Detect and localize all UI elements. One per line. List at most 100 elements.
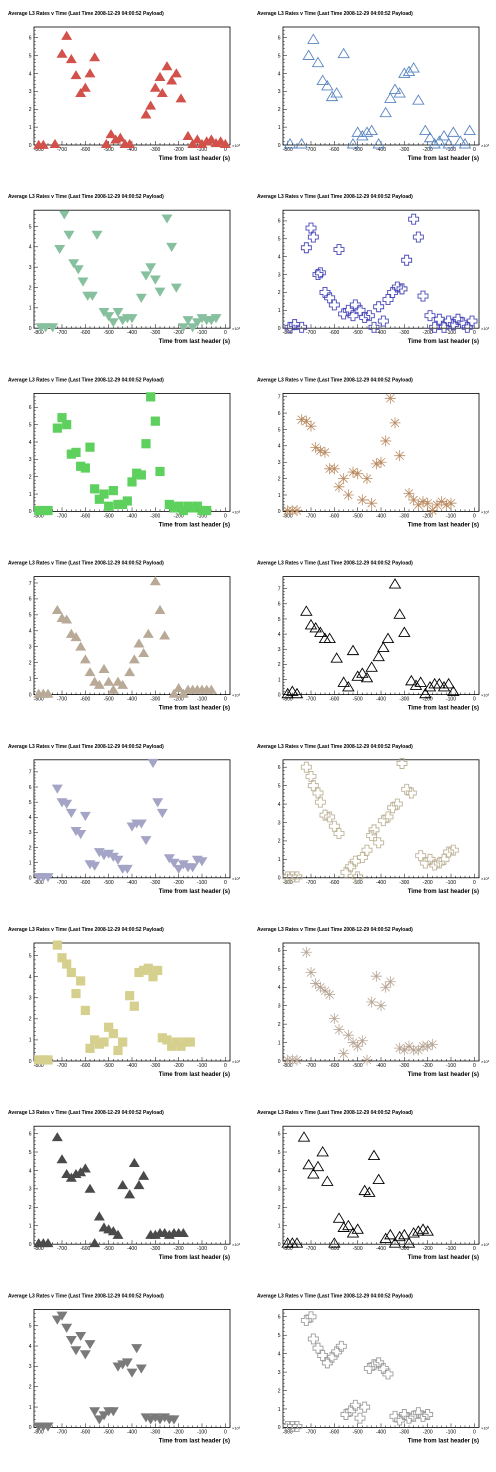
chart-panel-5: Average L3 Rates v Time (Last Time 2008-… xyxy=(8,377,241,528)
y-tick-label: 3 xyxy=(278,647,281,653)
data-point xyxy=(394,450,406,462)
data-point xyxy=(304,618,318,630)
chart-panel-1: Average L3 Rates v Time (Last Time 2008-… xyxy=(8,11,241,162)
plot-frame xyxy=(33,576,231,695)
x-tick-label: 0 xyxy=(224,513,227,519)
data-point xyxy=(419,124,432,136)
data-point xyxy=(409,679,423,690)
y-tick-label: 7 xyxy=(29,770,32,776)
data-point xyxy=(311,56,325,68)
data-point xyxy=(138,647,150,658)
data-series xyxy=(35,210,222,333)
x-tick-label: -400 xyxy=(127,1063,137,1069)
y-tick-label: 6 xyxy=(278,765,281,771)
data-point xyxy=(356,667,369,678)
x-axis-label: Time from last header (s) xyxy=(408,1072,479,1078)
data-point xyxy=(305,1311,317,1323)
data-point xyxy=(113,1045,123,1056)
y-tick-label: 5 xyxy=(278,427,281,433)
x-tick-label: -300 xyxy=(150,880,160,886)
data-point xyxy=(412,1225,425,1236)
data-point xyxy=(305,420,317,432)
data-point xyxy=(325,90,339,102)
data-point xyxy=(117,679,129,689)
y-tick-label: 2 xyxy=(278,1205,281,1211)
data-point xyxy=(62,420,72,430)
y-tick-label: 0 xyxy=(278,1425,281,1431)
x-tick-label: -100 xyxy=(197,1429,207,1435)
y-tick-label: 1 xyxy=(278,308,281,314)
x-exponent-label: ×10³ xyxy=(232,876,241,881)
x-tick-label: -400 xyxy=(376,1429,386,1435)
chart-title: Average L3 Rates v Time (Last Time 2008-… xyxy=(257,744,413,750)
x-tick-label: -400 xyxy=(376,697,386,703)
data-point xyxy=(93,1211,105,1221)
y-tick-label: 0 xyxy=(278,1242,281,1248)
y-tick-label: 7 xyxy=(29,581,32,587)
x-tick-label: 0 xyxy=(224,147,227,153)
data-point xyxy=(107,684,119,694)
x-axis-label: Time from last header (s) xyxy=(408,706,479,712)
data-point xyxy=(310,978,322,990)
x-tick-label: -700 xyxy=(306,513,316,519)
data-point xyxy=(99,489,109,499)
data-point xyxy=(380,435,392,447)
data-point xyxy=(373,837,385,849)
data-point xyxy=(91,230,103,240)
data-point xyxy=(291,871,303,883)
data-point xyxy=(63,230,75,240)
data-point xyxy=(71,988,81,999)
data-point xyxy=(389,1410,401,1422)
data-series xyxy=(281,578,460,699)
data-point xyxy=(38,505,48,516)
data-point xyxy=(75,1331,87,1342)
data-point xyxy=(68,259,80,269)
data-point xyxy=(56,1311,68,1321)
data-point xyxy=(375,1000,387,1012)
data-point xyxy=(75,641,87,651)
y-tick-label: 4 xyxy=(29,815,32,821)
data-point xyxy=(346,1227,360,1238)
data-point xyxy=(398,626,411,637)
x-tick-label: 0 xyxy=(473,330,476,336)
y-tick-label: 6 xyxy=(29,785,32,791)
x-axis-label: Time from last header (s) xyxy=(408,889,479,895)
y-tick-label: 3 xyxy=(29,996,32,1002)
data-point xyxy=(54,244,66,255)
data-point xyxy=(442,138,455,149)
data-point xyxy=(177,323,189,333)
data-point xyxy=(338,473,350,485)
x-tick-label: -400 xyxy=(127,880,137,886)
x-tick-label: -700 xyxy=(306,330,316,336)
data-point xyxy=(388,83,402,94)
x-tick-label: 0 xyxy=(473,880,476,886)
y-tick-label: 1 xyxy=(278,1407,281,1413)
data-point xyxy=(56,48,68,58)
data-point xyxy=(393,1230,406,1242)
data-point xyxy=(347,466,359,478)
x-tick-label: -600 xyxy=(80,880,90,886)
data-point xyxy=(100,138,112,149)
data-point xyxy=(90,484,100,494)
chart-title: Average L3 Rates v Time (Last Time 2008-… xyxy=(8,561,164,567)
data-point xyxy=(286,685,299,696)
x-axis-label: Time from last header (s) xyxy=(408,156,479,162)
data-point xyxy=(112,308,124,318)
data-series xyxy=(283,33,476,149)
data-point xyxy=(37,139,49,149)
data-point xyxy=(419,687,432,699)
data-series xyxy=(34,940,195,1065)
y-tick-label: 1 xyxy=(278,1224,281,1230)
x-tick-label: -200 xyxy=(423,513,433,519)
x-exponent-label: ×10³ xyxy=(232,509,241,514)
data-point xyxy=(310,441,322,453)
x-tick-label: 0 xyxy=(473,1246,476,1252)
x-exponent-label: ×10³ xyxy=(481,143,490,148)
x-tick-label: -500 xyxy=(104,1429,114,1435)
data-series xyxy=(281,1131,434,1248)
data-point xyxy=(346,138,360,149)
data-point xyxy=(148,972,158,982)
data-point xyxy=(168,688,180,698)
data-point xyxy=(154,287,166,297)
data-point xyxy=(319,809,331,821)
